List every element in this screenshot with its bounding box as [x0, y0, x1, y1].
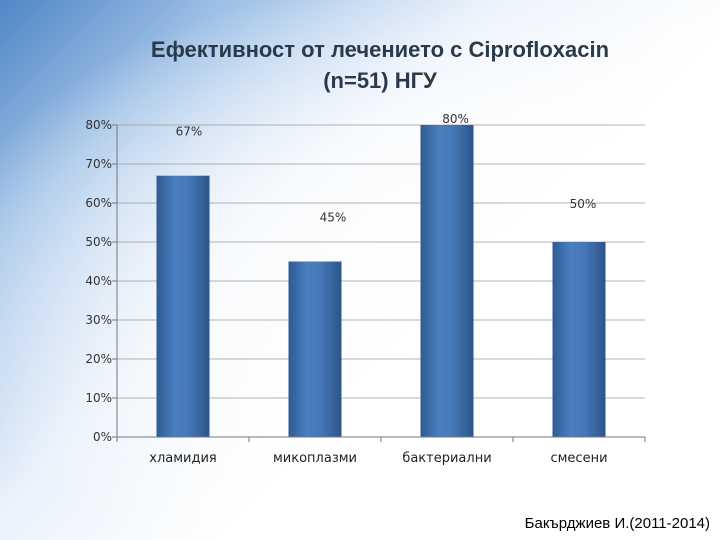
y-tick-label: 50%	[85, 235, 112, 249]
y-tick-label: 60%	[85, 196, 112, 210]
y-tick-label: 20%	[85, 352, 112, 366]
bar	[288, 261, 342, 437]
y-tick-label: 70%	[85, 157, 112, 171]
y-tick-label: 80%	[85, 118, 112, 132]
data-label: 67%	[176, 125, 203, 139]
author-credit: Бакърджиев И.(2011-2014)	[524, 515, 710, 532]
data-label: 80%	[442, 112, 469, 126]
category-label: хламидия	[149, 451, 216, 466]
chart-title-line-2: (n=51) НГУ	[323, 68, 437, 93]
data-label: 50%	[570, 197, 597, 211]
y-tick-label: 0%	[93, 430, 112, 444]
data-label: 45%	[320, 211, 347, 225]
chart-title: Ефективност от лечението с Ciprofloxacin…	[60, 34, 700, 96]
bar	[156, 175, 210, 437]
category-label: микоплазми	[273, 451, 357, 466]
x-axis: хламидия микоплазми бактериални смесени	[116, 436, 646, 466]
y-tick-label: 40%	[85, 274, 112, 288]
y-tick-label: 30%	[85, 313, 112, 327]
bars: 67% 45% 80% 50%	[156, 112, 606, 437]
category-label: смесени	[550, 451, 607, 466]
category-label: бактериални	[402, 451, 491, 466]
bar	[420, 125, 474, 437]
chart-title-line-1: Ефективност от лечението с Ciprofloxacin	[150, 37, 610, 62]
y-tick-label: 10%	[85, 391, 112, 405]
bar	[552, 242, 606, 437]
y-axis: 0% 10% 20% 30% 40% 50% 60% 70% 80%	[85, 118, 118, 444]
